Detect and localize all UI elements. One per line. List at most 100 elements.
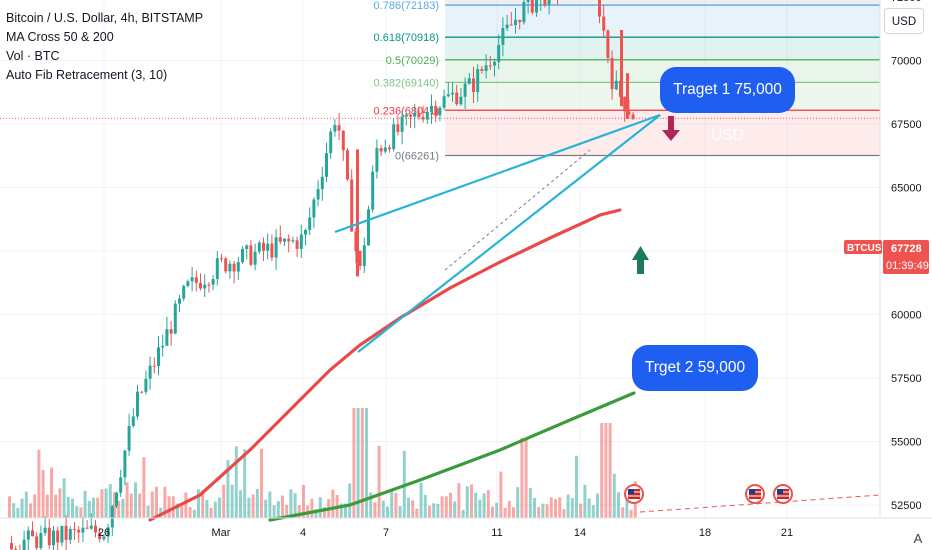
price-tag-value: 67728 [891,243,922,255]
fib-trend-line [444,149,591,271]
volume-bar [121,498,125,518]
volume-bar [482,493,486,518]
candle [333,125,337,132]
currency-button[interactable]: USD [884,8,924,34]
candle [367,209,370,246]
candle [341,130,345,151]
fib-label: 0(66261) [395,150,439,162]
candle [228,263,232,272]
volume-bar [37,449,41,518]
volume-bar [310,498,314,518]
volume-bar [356,408,360,518]
candle [224,258,228,272]
volume-bar [45,494,49,518]
candle [606,30,610,59]
candle [266,243,270,251]
candle [43,527,47,534]
candle [404,114,408,117]
candle [614,80,618,90]
volume-bar [503,507,507,518]
candle [451,92,454,95]
candle [543,0,547,5]
candle [455,92,459,105]
volume-bar [16,507,20,518]
candle-spike-down [356,149,359,277]
candle [602,16,606,31]
candle [194,277,198,283]
candle [312,199,316,218]
candle [110,506,114,528]
candle [396,124,400,132]
fib-zone [445,37,880,60]
candle [262,242,265,251]
volume-bar [629,509,633,518]
candle [249,245,253,265]
candle [299,234,303,249]
projection-line [639,494,881,513]
volume-bar [457,483,461,518]
symbol-tag-text: BTCUSD [847,243,889,254]
candle [152,365,156,367]
candle [287,238,291,242]
candle [203,284,207,289]
volume-bar [302,484,305,518]
volume-bar [478,499,482,518]
candle [476,69,480,92]
x-tick-label: 4 [300,527,306,539]
candle [220,258,223,260]
volume-bar [205,499,209,518]
candle [631,114,635,120]
candle [337,125,341,131]
candle [488,65,492,67]
legend-fib[interactable]: Auto Fib Retracement (3, 10) [6,68,168,82]
y-tick-label: 72500 [891,0,922,4]
fib-label: 0.786(72183) [374,0,439,12]
volume-bar [545,504,549,518]
candle [484,65,488,71]
candle [346,150,349,180]
volume-bar [520,438,524,518]
volume-bar [62,478,66,518]
volume-bar [625,489,629,518]
volume-bar [268,491,272,518]
volume-bar [558,497,562,518]
candles [10,0,635,550]
y-tick-label: 60000 [891,310,922,322]
volume-bar [8,496,11,518]
volume-bar [318,497,322,518]
candle [430,105,433,112]
legend-volume[interactable]: Vol · BTC [6,49,60,63]
volume-bar [108,484,112,518]
volume-bar [167,496,171,518]
candle-drop [620,30,623,107]
x-tick-label: 21 [781,527,793,539]
fib-label: 0.5(70029) [386,55,439,67]
legend-ma-cross[interactable]: MA Cross 50 & 200 [6,30,114,44]
candle [329,131,333,154]
candle [278,237,282,242]
volume-bar [360,408,364,518]
y-tick-label: 55000 [891,437,922,449]
volume-bar [276,501,280,518]
fib-zone [445,0,880,6]
auto-scale-button[interactable]: A [913,531,923,546]
volume-bar [579,503,583,518]
candle [148,365,152,379]
volume-bar [58,488,62,518]
volume-bar [239,490,242,518]
volume-bar [570,497,574,518]
candle [304,229,307,235]
volume-bar [209,507,213,518]
candle [173,303,177,334]
volume-bar [24,491,28,518]
volume-bar [251,494,255,518]
price-tag [883,240,929,274]
candle [98,532,102,540]
volume-bar [54,494,58,518]
candle [434,105,438,116]
candle [52,530,55,546]
fib-label: 0.382(69140) [374,77,439,89]
candle [291,240,295,242]
legend-title[interactable]: Bitcoin / U.S. Dollar, 4h, BITSTAMP [6,11,204,25]
volume-bar [285,504,289,518]
